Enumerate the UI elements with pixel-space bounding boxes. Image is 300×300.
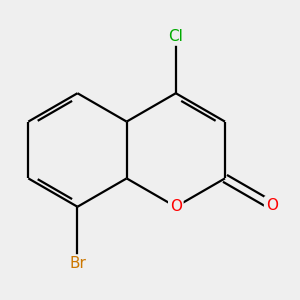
Text: O: O xyxy=(266,198,278,213)
Text: Br: Br xyxy=(69,256,86,271)
Text: O: O xyxy=(170,199,182,214)
Text: Cl: Cl xyxy=(168,29,183,44)
